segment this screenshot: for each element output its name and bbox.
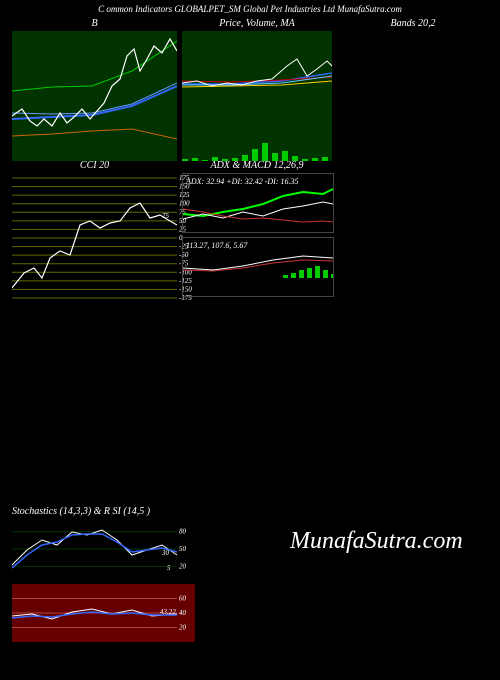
svg-text:50: 50 <box>179 545 187 553</box>
svg-text:30: 30 <box>161 549 170 557</box>
price-panel-chart <box>182 31 332 161</box>
svg-text:60: 60 <box>179 595 187 603</box>
title-left: C <box>98 4 104 14</box>
stoch-panel: 805020 305 <box>12 520 177 578</box>
price-panel-title: Price, Volume, MA <box>182 16 332 31</box>
adx-panel-chart: ADX: 32.94 +DI: 32.42 -DI: 16.35 <box>182 173 334 233</box>
adx-panel-title: ADX & MACD 12,26,9 <box>182 158 332 173</box>
adx-panel: ADX & MACD 12,26,9 ADX: 32.94 +DI: 32.42… <box>182 158 332 297</box>
title-right: ommon Indicators GLOBALPET_SM Global Pet… <box>106 4 402 14</box>
macd-overlay: 113.27, 107.6, 5.67 <box>186 241 248 250</box>
svg-text:40: 40 <box>179 609 187 617</box>
b-panel: B <box>12 16 177 161</box>
rsi-panel-chart: 60 40 20 43.22 <box>12 584 195 642</box>
cci-panel-title: CCI 20 <box>12 158 177 173</box>
stoch-panel-chart: 80 50 20 30 5 <box>12 520 195 578</box>
price-panel: Price, Volume, MA <box>182 16 332 161</box>
svg-text:20: 20 <box>179 562 187 570</box>
svg-text:43.22: 43.22 <box>160 608 176 616</box>
adx-overlay: ADX: 32.94 +DI: 32.42 -DI: 16.35 <box>185 177 299 186</box>
svg-text:80: 80 <box>179 528 187 536</box>
b-panel-title: B <box>12 16 177 31</box>
rsi-panel: 604020 43.22 <box>12 584 177 642</box>
cci-panel-chart: 1751501251007550250-25-50-75-100-125-150… <box>12 173 195 303</box>
bands-panel: Bands 20,2 <box>338 16 488 31</box>
stoch-title: Stochastics (14,3,3) & R SI (14,5 ) <box>12 504 492 519</box>
watermark: MunafaSutra.com <box>290 528 463 555</box>
b-panel-chart <box>12 31 177 161</box>
svg-text:75: 75 <box>162 212 170 220</box>
svg-text:5: 5 <box>167 564 171 572</box>
cci-panel: CCI 20 1751501251007550250-25-50-75-100-… <box>12 158 177 303</box>
bands-panel-title: Bands 20,2 <box>338 16 488 31</box>
svg-text:20: 20 <box>179 624 187 632</box>
macd-panel-chart: 113.27, 107.6, 5.67 <box>182 237 334 297</box>
